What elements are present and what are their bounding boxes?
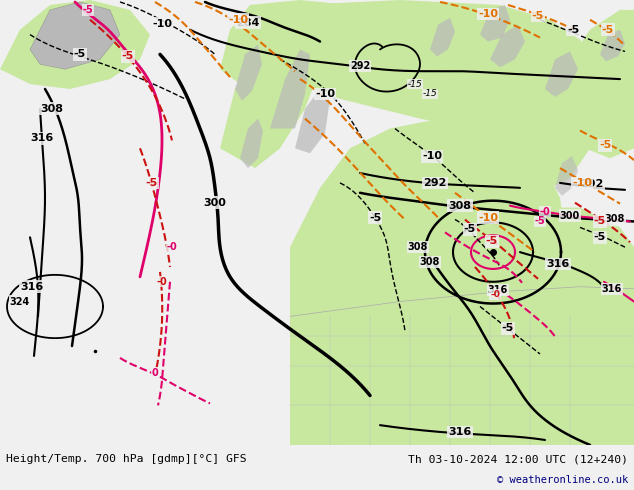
Text: Height/Temp. 700 hPa [gdmp][°C] GFS: Height/Temp. 700 hPa [gdmp][°C] GFS (6, 454, 247, 464)
Text: 300: 300 (560, 211, 580, 220)
Text: -5: -5 (122, 51, 134, 61)
Text: -5: -5 (532, 11, 544, 21)
Text: -0: -0 (540, 207, 550, 217)
Polygon shape (295, 89, 330, 153)
Polygon shape (480, 208, 634, 445)
Text: -0: -0 (167, 242, 178, 252)
Text: 308: 308 (448, 200, 472, 211)
Text: -10: -10 (422, 151, 442, 161)
Polygon shape (545, 51, 578, 97)
Polygon shape (220, 30, 320, 168)
Text: -10: -10 (315, 89, 335, 99)
Text: 316: 316 (547, 259, 569, 269)
Text: -10: -10 (228, 15, 248, 25)
Polygon shape (600, 30, 625, 61)
Text: 300: 300 (204, 197, 226, 208)
Text: 292: 292 (424, 178, 447, 188)
Text: -5: -5 (74, 49, 86, 59)
Text: -5: -5 (594, 217, 606, 226)
Text: 308: 308 (41, 104, 63, 114)
Text: -5: -5 (486, 236, 498, 246)
Polygon shape (240, 119, 263, 168)
Polygon shape (0, 0, 150, 89)
Polygon shape (235, 45, 262, 101)
Polygon shape (560, 10, 634, 158)
Text: -15: -15 (408, 79, 422, 89)
Text: 292: 292 (350, 61, 370, 71)
Polygon shape (430, 18, 455, 56)
Text: 284: 284 (236, 18, 260, 28)
Text: -0: -0 (490, 290, 500, 299)
Text: 308: 308 (408, 242, 428, 252)
Text: 292: 292 (580, 179, 604, 189)
Text: -0: -0 (157, 277, 167, 287)
Text: -5: -5 (146, 178, 158, 188)
Text: 308: 308 (605, 215, 625, 224)
Text: -5: -5 (82, 5, 93, 15)
Text: 308: 308 (420, 257, 440, 267)
Polygon shape (290, 317, 400, 445)
Polygon shape (430, 69, 590, 193)
Text: 316: 316 (448, 427, 472, 437)
Text: -5: -5 (594, 232, 606, 242)
Polygon shape (220, 0, 370, 89)
Text: 0: 0 (152, 368, 158, 378)
Text: -5: -5 (534, 217, 545, 226)
Text: 316: 316 (488, 285, 508, 294)
Text: -10: -10 (478, 9, 498, 19)
Polygon shape (480, 5, 510, 42)
Text: 316: 316 (602, 284, 622, 294)
Text: -5: -5 (502, 323, 514, 333)
Text: -5: -5 (369, 213, 381, 222)
Polygon shape (555, 156, 578, 196)
Polygon shape (270, 49, 310, 128)
Text: 316: 316 (30, 133, 54, 144)
Polygon shape (280, 0, 600, 128)
Polygon shape (30, 2, 120, 69)
Text: -5: -5 (567, 24, 579, 35)
Text: -10: -10 (152, 19, 172, 29)
Text: -5: -5 (602, 24, 614, 35)
Text: 316: 316 (20, 282, 44, 292)
Text: -5: -5 (464, 224, 476, 234)
Text: -10: -10 (572, 178, 592, 188)
Polygon shape (490, 24, 525, 67)
Text: -10: -10 (478, 213, 498, 222)
Text: Th 03-10-2024 12:00 UTC (12+240): Th 03-10-2024 12:00 UTC (12+240) (408, 454, 628, 464)
Text: 324: 324 (10, 296, 30, 307)
Text: © weatheronline.co.uk: © weatheronline.co.uk (497, 475, 628, 485)
Polygon shape (290, 119, 570, 445)
Text: -5: -5 (599, 140, 611, 150)
Text: -15: -15 (423, 90, 437, 98)
